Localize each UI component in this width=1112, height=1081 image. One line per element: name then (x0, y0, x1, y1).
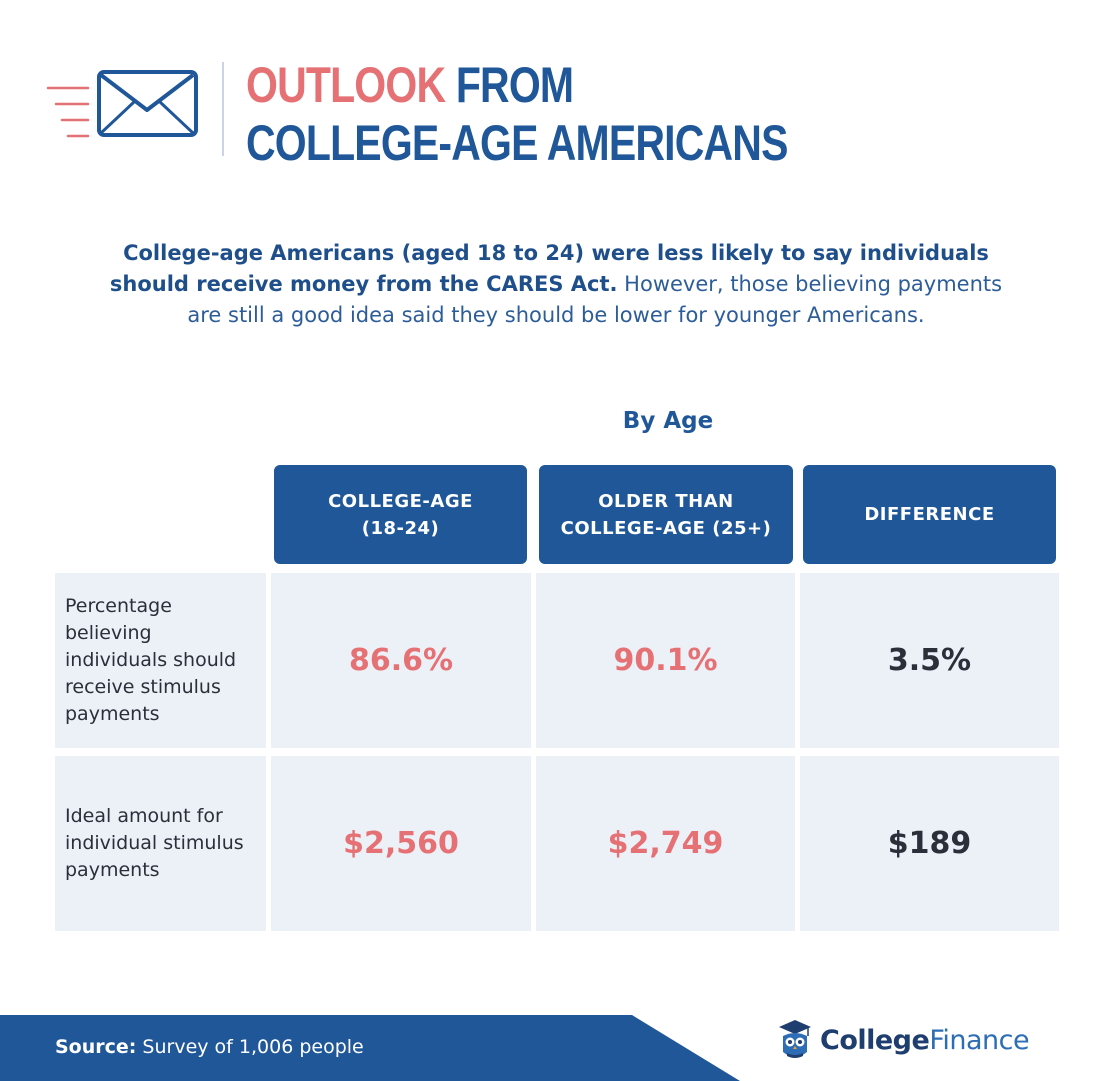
data-label: 86.6% (348, 643, 454, 678)
column-header-line: (18-24) (361, 517, 440, 539)
data-label: 3.5% (887, 643, 972, 678)
table-cell: 86.6% (271, 573, 531, 748)
data-label: $2,749 (607, 826, 724, 861)
logo-finance: Finance (929, 1024, 1030, 1056)
row-label-percentage: Percentage believing individuals should … (55, 573, 266, 748)
owl-graduate-icon (779, 1020, 811, 1058)
page-title: OUTLOOK FROM COLLEGE-AGE AMERICANS (246, 56, 788, 172)
table-cell: 90.1% (536, 573, 795, 748)
column-header-line: COLLEGE-AGE (25+) (560, 517, 772, 539)
logo-text: CollegeFinance (820, 1024, 1030, 1056)
data-label: 90.1% (613, 643, 718, 678)
source-note: Source: Survey of 1,006 people (55, 1036, 364, 1058)
header-divider (222, 62, 224, 156)
title-accent: OUTLOOK (246, 57, 446, 113)
footer-band (0, 1015, 740, 1081)
data-label: $2,560 (343, 826, 459, 861)
logo-college: College (820, 1024, 930, 1056)
table-title: By Age (622, 408, 714, 434)
column-header-line: COLLEGE-AGE (328, 490, 473, 512)
title-line1-rest: FROM (445, 57, 574, 113)
table-cell: $2,749 (536, 756, 795, 931)
title-line2: COLLEGE-AGE AMERICANS (246, 115, 788, 171)
envelope-icon (46, 70, 198, 138)
data-label: $189 (887, 826, 972, 861)
source-text: Survey of 1,006 people (136, 1036, 364, 1058)
table-cell: $189 (800, 756, 1059, 931)
intro-text: College-age Americans (aged 18 to 24) we… (90, 238, 1022, 331)
row-label-amount: Ideal amount for individual stimulus pay… (55, 756, 266, 931)
table-cell: 3.5% (800, 573, 1059, 748)
intro-regular: However, those believing payments are st… (187, 272, 1003, 327)
column-header-line: OLDER THAN (598, 490, 734, 512)
column-header-difference: DIFFERENCE (803, 465, 1056, 564)
column-header-college-age: COLLEGE-AGE (18-24) (274, 465, 527, 564)
column-header-line: DIFFERENCE (864, 504, 995, 525)
college-finance-logo: CollegeFinance (778, 1012, 1030, 1068)
intro-bold: College-age Americans (aged 18 to 24) we… (109, 241, 989, 296)
table-cell: $2,560 (271, 756, 531, 931)
source-label: Source: (55, 1036, 137, 1058)
column-header-older: OLDER THAN COLLEGE-AGE (25+) (539, 465, 793, 564)
